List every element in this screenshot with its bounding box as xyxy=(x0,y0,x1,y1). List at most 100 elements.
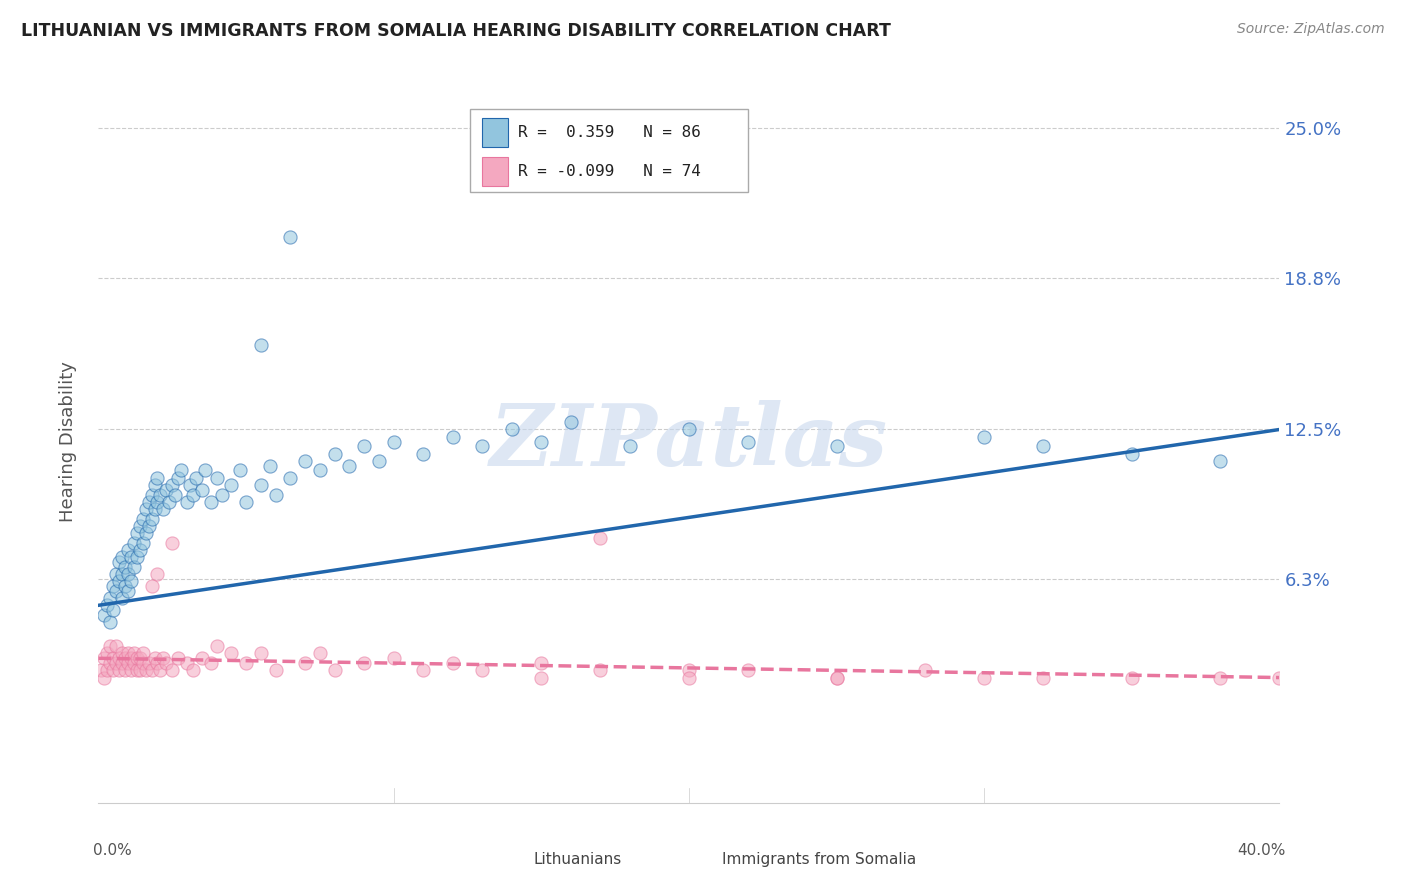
Point xyxy=(143,502,166,516)
Point xyxy=(146,494,169,508)
Point xyxy=(128,542,150,557)
Point xyxy=(143,478,166,492)
Point xyxy=(1209,671,1232,685)
Point xyxy=(157,494,180,508)
Point xyxy=(143,651,166,665)
Point xyxy=(294,656,316,670)
Point xyxy=(259,458,281,473)
Point xyxy=(181,664,204,678)
Point xyxy=(264,664,287,678)
Point xyxy=(155,656,177,670)
Point xyxy=(122,647,145,661)
Point xyxy=(280,230,302,244)
Text: ZIPatlas: ZIPatlas xyxy=(489,400,889,483)
Point xyxy=(205,471,228,485)
Point xyxy=(128,664,150,678)
Point xyxy=(132,656,155,670)
Point xyxy=(98,615,121,630)
FancyBboxPatch shape xyxy=(501,841,526,863)
Point xyxy=(250,478,273,492)
Point xyxy=(1268,671,1291,685)
Point xyxy=(117,542,139,557)
Point xyxy=(98,591,121,606)
Point xyxy=(194,463,217,477)
Point xyxy=(108,664,131,678)
Point xyxy=(135,526,157,541)
Point xyxy=(141,664,163,678)
FancyBboxPatch shape xyxy=(482,157,508,186)
Point xyxy=(108,574,131,589)
Point xyxy=(103,664,125,678)
Point xyxy=(111,567,134,582)
Point xyxy=(250,338,273,352)
Point xyxy=(235,494,257,508)
Point xyxy=(501,423,523,437)
Point xyxy=(93,671,115,685)
Point xyxy=(200,656,222,670)
Point xyxy=(103,603,125,617)
Point xyxy=(412,446,434,460)
Point xyxy=(155,483,177,497)
Point xyxy=(560,415,582,429)
Point xyxy=(191,651,214,665)
Point xyxy=(200,494,222,508)
Point xyxy=(589,664,612,678)
Point xyxy=(111,647,134,661)
Point xyxy=(825,671,848,685)
Point xyxy=(122,535,145,549)
Point xyxy=(108,555,131,569)
Point xyxy=(146,471,169,485)
Point xyxy=(128,651,150,665)
Point xyxy=(471,664,494,678)
Point xyxy=(105,567,128,582)
Point xyxy=(368,454,391,468)
Point xyxy=(125,550,148,565)
Point xyxy=(589,531,612,545)
Point xyxy=(98,639,121,653)
Point xyxy=(184,471,207,485)
Text: R =  0.359   N = 86: R = 0.359 N = 86 xyxy=(517,125,700,140)
Point xyxy=(149,664,172,678)
Point xyxy=(96,599,118,613)
Point xyxy=(120,550,142,565)
Point xyxy=(825,671,848,685)
Point xyxy=(678,664,700,678)
Point xyxy=(93,607,115,622)
Point xyxy=(221,647,243,661)
Point xyxy=(117,647,139,661)
Point xyxy=(229,463,252,477)
Point xyxy=(353,656,375,670)
Point xyxy=(114,651,136,665)
Point xyxy=(138,518,160,533)
Point xyxy=(111,550,134,565)
Point xyxy=(619,439,641,453)
Point xyxy=(132,511,155,525)
Point xyxy=(149,487,172,501)
Point xyxy=(176,656,198,670)
Point xyxy=(138,656,160,670)
Text: LITHUANIAN VS IMMIGRANTS FROM SOMALIA HEARING DISABILITY CORRELATION CHART: LITHUANIAN VS IMMIGRANTS FROM SOMALIA HE… xyxy=(21,22,891,40)
Point xyxy=(122,656,145,670)
Point xyxy=(162,478,183,492)
Point xyxy=(114,559,136,574)
Point xyxy=(105,583,128,598)
Point xyxy=(103,579,125,593)
Point xyxy=(135,664,157,678)
Point xyxy=(235,656,257,670)
Point xyxy=(114,664,136,678)
Point xyxy=(353,439,375,453)
FancyBboxPatch shape xyxy=(482,118,508,147)
Text: 40.0%: 40.0% xyxy=(1237,843,1285,857)
FancyBboxPatch shape xyxy=(471,109,748,193)
Point xyxy=(250,647,273,661)
Point xyxy=(323,664,346,678)
Point xyxy=(117,583,139,598)
Point xyxy=(146,656,169,670)
Point xyxy=(530,434,553,449)
Point xyxy=(191,483,214,497)
Point xyxy=(105,639,128,653)
Point xyxy=(93,651,115,665)
Point xyxy=(90,664,112,678)
Point xyxy=(176,494,198,508)
Point xyxy=(1209,454,1232,468)
